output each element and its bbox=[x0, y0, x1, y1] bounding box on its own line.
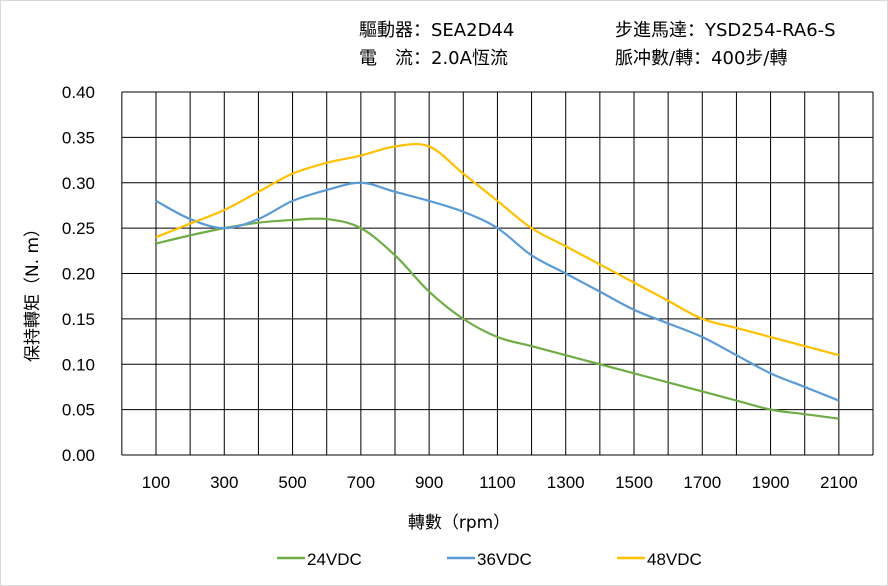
y-tick-label: 0.30 bbox=[62, 174, 95, 193]
series-line-36VDC bbox=[155, 181, 840, 402]
legend-label-24VDC: 24VDC bbox=[307, 550, 362, 569]
x-tick-label: 500 bbox=[278, 473, 306, 492]
y-tick-label: 0.40 bbox=[62, 83, 95, 102]
series-line-48VDC bbox=[155, 142, 840, 357]
y-tick-label: 0.05 bbox=[62, 401, 95, 420]
x-tick-label: 900 bbox=[415, 473, 443, 492]
pulses-label: 脈冲數/轉：400步/轉 bbox=[615, 48, 788, 69]
x-tick-label: 100 bbox=[142, 473, 170, 492]
x-tick-label: 2100 bbox=[820, 473, 858, 492]
y-tick-label: 0.00 bbox=[62, 446, 95, 465]
x-tick-label: 1900 bbox=[752, 473, 790, 492]
y-tick-label: 0.25 bbox=[62, 219, 95, 238]
legend-label-36VDC: 36VDC bbox=[477, 550, 532, 569]
motor-label: 步進馬達：YSD254-RA6-S bbox=[615, 20, 836, 41]
driver-label: 驅動器：SEA2D44 bbox=[359, 20, 515, 41]
x-tick-label: 1300 bbox=[547, 473, 585, 492]
x-tick-label: 1500 bbox=[615, 473, 653, 492]
y-tick-label: 0.10 bbox=[62, 355, 95, 374]
x-tick-label: 1700 bbox=[683, 473, 721, 492]
x-axis-label: 轉數（rpm） bbox=[408, 513, 510, 533]
y-tick-label: 0.35 bbox=[62, 128, 95, 147]
y-tick-label: 0.20 bbox=[62, 265, 95, 284]
legend-label-48VDC: 48VDC bbox=[647, 550, 702, 569]
current-label: 電 流：2.0A恆流 bbox=[359, 48, 508, 69]
x-tick-label: 300 bbox=[210, 473, 238, 492]
y-axis-label: 保持轉矩（N. m） bbox=[23, 220, 43, 362]
series-line-24VDC bbox=[155, 217, 840, 420]
x-tick-label: 700 bbox=[347, 473, 375, 492]
y-tick-label: 0.15 bbox=[62, 310, 95, 329]
x-tick-label: 1100 bbox=[479, 473, 516, 492]
